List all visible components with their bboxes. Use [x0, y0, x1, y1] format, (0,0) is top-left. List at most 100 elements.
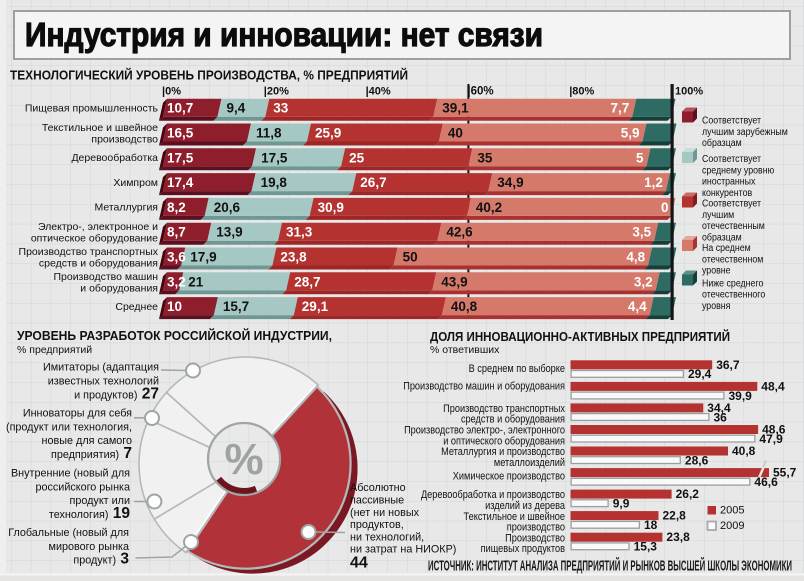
svg-text:26,7: 26,7 — [360, 175, 386, 190]
svg-text:40,2: 40,2 — [476, 200, 502, 215]
svg-text:31,3: 31,3 — [286, 225, 313, 240]
svg-text:3,2: 3,2 — [634, 274, 653, 289]
svg-text:11,8: 11,8 — [256, 126, 282, 141]
svg-text:2009: 2009 — [720, 520, 744, 532]
svg-text:уровня: уровня — [702, 300, 730, 312]
svg-text:47,9: 47,9 — [759, 432, 783, 446]
svg-text:43,9: 43,9 — [441, 274, 467, 289]
svg-text:8,2: 8,2 — [167, 200, 186, 215]
svg-text:продукт или: продукт или — [70, 495, 130, 507]
svg-text:22,8: 22,8 — [663, 509, 687, 523]
svg-text:оптическое оборудование: оптическое оборудование — [31, 233, 158, 245]
svg-text:15,7: 15,7 — [223, 299, 249, 314]
svg-text:Производство транспортных: Производство транспортных — [443, 403, 565, 415]
svg-text:|40%: |40% — [366, 86, 391, 98]
svg-text:Металлургия и производство: Металлургия и производство — [441, 446, 565, 458]
svg-text:17,4: 17,4 — [167, 175, 194, 190]
svg-text:25: 25 — [349, 150, 365, 165]
svg-text:40,8: 40,8 — [732, 444, 756, 458]
svg-text:Пищевая промышленность: Пищевая промышленность — [25, 103, 159, 115]
svg-text:(нет ни новых: (нет ни новых — [350, 507, 420, 519]
svg-text:3,5: 3,5 — [632, 225, 651, 240]
svg-text:Индустрия и инновации: нет свя: Индустрия и инновации: нет связи — [25, 16, 543, 53]
svg-text:российского рынка: российского рынка — [35, 481, 130, 493]
svg-text:48,6: 48,6 — [762, 423, 786, 437]
svg-text:34,4: 34,4 — [707, 401, 731, 415]
svg-text:Ниже среднего: Ниже среднего — [702, 278, 763, 290]
svg-text:Соответствует: Соответствует — [702, 198, 762, 210]
svg-text:Соответствует: Соответствует — [702, 153, 762, 165]
svg-text:1,2: 1,2 — [644, 175, 663, 190]
svg-text:Производство электро-, электро: Производство электро-, электронного — [404, 425, 565, 437]
svg-text:Глобальные (новый для: Глобальные (новый для — [8, 527, 129, 539]
svg-text:20,6: 20,6 — [214, 200, 241, 215]
svg-text:изделий из дерева: изделий из дерева — [485, 500, 565, 512]
svg-text:13,9: 13,9 — [216, 225, 242, 240]
svg-text:|80%: |80% — [569, 86, 594, 98]
svg-text:лучшим: лучшим — [702, 209, 734, 221]
svg-text:Текстильное и швейное: Текстильное и швейное — [42, 122, 158, 134]
svg-text:и оптического оборудования: и оптического оборудования — [443, 435, 565, 448]
svg-text:|60%: |60% — [467, 86, 493, 98]
svg-text:образцам: образцам — [702, 232, 742, 244]
svg-text:23,8: 23,8 — [666, 530, 690, 544]
svg-text:33: 33 — [273, 101, 289, 116]
svg-text:Электро-, электронное и: Электро-, электронное и — [38, 221, 158, 233]
svg-text:уровне: уровне — [702, 265, 731, 277]
svg-text:40: 40 — [448, 126, 463, 141]
svg-text:технология) 19: технология) 19 — [49, 505, 130, 522]
svg-text:30,9: 30,9 — [318, 200, 344, 215]
svg-text:Химическое производство: Химическое производство — [453, 471, 566, 483]
svg-text:предприятия) 7: предприятия) 7 — [51, 445, 132, 462]
svg-text:|0%: |0% — [162, 86, 181, 98]
svg-text:Текстильное и швейное: Текстильное и швейное — [464, 511, 566, 523]
svg-text:средств и оборудования: средств и оборудования — [461, 413, 565, 426]
svg-text:мирового рынка: мирового рынка — [49, 541, 129, 553]
svg-text:Деревообработка: Деревообработка — [71, 152, 158, 164]
svg-text:42,6: 42,6 — [446, 225, 473, 240]
svg-text:%: % — [224, 435, 263, 484]
svg-text:среднему уровню: среднему уровню — [702, 165, 774, 177]
svg-text:48,4: 48,4 — [761, 379, 785, 393]
svg-text:% предприятий: % предприятий — [17, 344, 92, 356]
svg-text:пассивные: пассивные — [350, 495, 404, 507]
svg-text:ДОЛЯ ИННОВАЦИОННО-АКТИВНЫХ ПРЕ: ДОЛЯ ИННОВАЦИОННО-АКТИВНЫХ ПРЕДПРИЯТИЙ — [430, 329, 730, 344]
svg-text:% ответивших: % ответивших — [430, 344, 500, 356]
svg-text:8,7: 8,7 — [167, 225, 186, 240]
svg-text:39,9: 39,9 — [729, 389, 753, 403]
svg-text:|20%: |20% — [264, 86, 289, 98]
svg-text:2005: 2005 — [720, 505, 744, 517]
svg-text:35: 35 — [477, 150, 493, 165]
svg-text:29,4: 29,4 — [688, 367, 712, 381]
svg-text:иностранных: иностранных — [702, 176, 756, 188]
svg-text:55,7: 55,7 — [773, 466, 797, 480]
svg-text:металлоизделий: металлоизделий — [494, 457, 565, 469]
svg-text:образцам: образцам — [702, 137, 742, 149]
svg-text:15,3: 15,3 — [634, 540, 658, 554]
svg-text:17,9: 17,9 — [190, 250, 216, 265]
svg-text:10: 10 — [167, 299, 182, 314]
svg-text:40,8: 40,8 — [451, 299, 478, 314]
svg-text:и продуктов) 27: и продуктов) 27 — [74, 386, 159, 403]
svg-text:Производство машин: Производство машин — [53, 271, 158, 283]
svg-text:5: 5 — [636, 150, 644, 165]
svg-text:новые для самого: новые для самого — [42, 435, 132, 447]
svg-text:отечественном: отечественном — [702, 254, 763, 266]
svg-text:28,6: 28,6 — [685, 453, 709, 467]
svg-text:отечественного: отечественного — [702, 289, 765, 301]
svg-text:25,9: 25,9 — [315, 126, 341, 141]
svg-text:0: 0 — [661, 200, 669, 215]
svg-text:ни технологий,: ни технологий, — [350, 531, 424, 543]
svg-text:и оборудования: и оборудования — [80, 282, 158, 294]
svg-text:23,8: 23,8 — [280, 250, 307, 265]
svg-text:Имитаторы (адаптация: Имитаторы (адаптация — [43, 362, 159, 374]
svg-text:продуктов,: продуктов, — [350, 519, 404, 531]
svg-text:Соответствует: Соответствует — [702, 115, 762, 127]
svg-text:17,5: 17,5 — [167, 150, 194, 165]
svg-text:средств и оборудования: средств и оборудования — [39, 258, 158, 270]
svg-text:4,8: 4,8 — [626, 250, 645, 265]
svg-text:Производство: Производство — [505, 533, 565, 545]
svg-text:производство: производство — [507, 522, 566, 534]
svg-text:26,2: 26,2 — [676, 487, 700, 501]
svg-text:Производство транспортных: Производство транспортных — [19, 246, 159, 258]
